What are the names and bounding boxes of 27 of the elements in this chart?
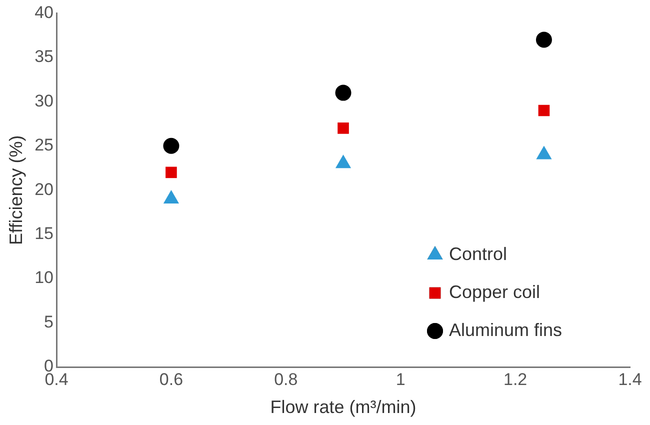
point — [166, 166, 177, 178]
x-tick-label: 0.8 — [274, 370, 298, 389]
legend-label: Copper coil — [449, 282, 540, 302]
x-axis-title: Flow rate (m³/min) — [270, 397, 416, 418]
x-tick-label: 1.4 — [618, 370, 642, 389]
legend-label: Control — [449, 244, 508, 264]
point — [163, 138, 180, 154]
y-tick-label: 30 — [34, 91, 54, 110]
y-tick-label: 35 — [34, 47, 54, 66]
legend-label: Aluminum fins — [449, 320, 562, 340]
y-tick-label: 10 — [34, 268, 54, 288]
y-tick-label: 40 — [34, 2, 54, 22]
x-tick-label: 0.6 — [159, 370, 184, 389]
point — [335, 84, 352, 101]
point — [335, 154, 352, 168]
point — [536, 32, 552, 48]
y-tick-label: 15 — [34, 224, 54, 244]
point — [536, 146, 552, 160]
point — [163, 190, 179, 204]
y-tick-label: 20 — [34, 180, 54, 199]
point — [338, 122, 349, 134]
x-tick-label: 1 — [396, 370, 406, 389]
point — [538, 104, 550, 116]
y-tick-label: 5 — [44, 312, 54, 332]
y-axis-title: Efficiency (%) — [6, 135, 26, 245]
y-tick-label: 25 — [34, 136, 54, 155]
x-tick-label: 1.2 — [503, 370, 528, 389]
